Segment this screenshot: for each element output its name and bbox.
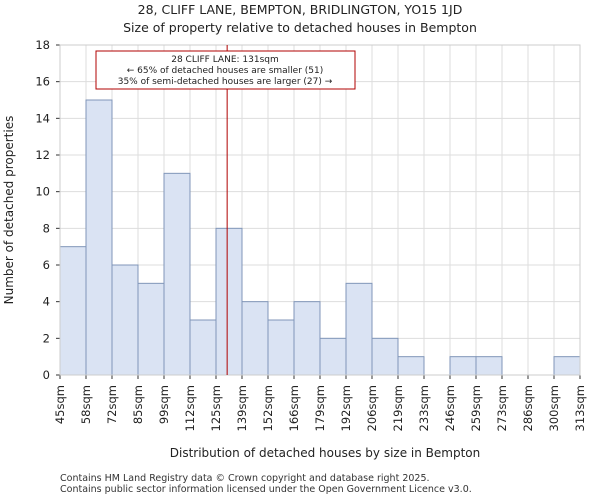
x-tick-label: 313sqm [573,385,587,431]
annotation-title: 28 CLIFF LANE: 131sqm [171,55,279,65]
x-tick-label: 273sqm [495,385,509,431]
y-tick-label: 4 [43,295,50,309]
x-tick-label: 219sqm [391,385,405,431]
footer-licence: Contains public sector information licen… [60,484,472,495]
plot-area-frame [59,44,581,376]
chart-subtitle: Size of property relative to detached ho… [123,20,477,35]
chart-title: 28, CLIFF LANE, BEMPTON, BRIDLINGTON, YO… [138,2,463,17]
x-tick-label: 206sqm [365,385,379,431]
x-tick-label: 58sqm [79,385,93,424]
annotation-box: 28 CLIFF LANE: 131sqm ← 65% of detached … [95,50,356,90]
annotation-larger: 35% of semi-detached houses are larger (… [118,77,333,87]
x-tick-label: 286sqm [521,385,535,431]
x-tick-label: 152sqm [261,385,275,431]
x-tick-label: 72sqm [105,385,119,424]
y-tick-label: 0 [43,368,50,382]
bar-72sqm [111,264,139,376]
footer-copyright: Contains HM Land Registry data © Crown c… [60,473,430,484]
bar-300sqm [553,356,581,376]
x-tick-label: 246sqm [443,385,457,431]
x-tick-label: 166sqm [287,385,301,431]
bar-139sqm [241,301,269,376]
y-tick-label: 12 [35,148,50,162]
bars [59,99,581,376]
bar-206sqm [371,337,399,376]
bar-85sqm [137,282,165,376]
y-tick-label: 18 [35,38,50,52]
y-tick-label: 16 [35,75,50,89]
annotation-smaller: ← 65% of detached houses are smaller (51… [127,66,324,76]
x-tick-label: 112sqm [183,385,197,431]
y-tick-label: 2 [43,331,50,345]
x-tick-label: 179sqm [313,385,327,431]
bar-152sqm [267,319,295,376]
y-tick-label: 6 [43,258,50,272]
y-tick-label: 8 [43,221,50,235]
x-tick-label: 233sqm [417,385,431,431]
bar-45sqm [59,246,87,376]
bar-58sqm [85,99,113,376]
bar-112sqm [189,319,217,376]
bar-192sqm [345,282,373,376]
y-tick-label: 10 [35,185,50,199]
x-tick-label: 139sqm [235,385,249,431]
y-axis-label: Number of detached properties [2,116,16,305]
x-tick-label: 45sqm [53,385,67,424]
bar-246sqm [449,356,477,376]
x-tick-label: 85sqm [131,385,145,424]
bar-166sqm [293,301,321,376]
bar-125sqm [215,227,243,376]
y-tick-label: 14 [35,111,50,125]
x-tick-label: 99sqm [157,385,171,424]
bar-99sqm [163,172,191,376]
x-tick-label: 125sqm [209,385,223,431]
x-axis-label: Distribution of detached houses by size … [170,446,480,460]
bar-219sqm [397,356,425,376]
x-tick-label: 300sqm [547,385,561,431]
x-tick-label: 192sqm [339,385,353,431]
bar-179sqm [319,337,347,376]
axis-ticks: 0 2 4 6 8 10 12 14 16 18 45sqm 58sqm 72sqm 85sqm 99sqm… [35,38,587,431]
x-tick-label: 259sqm [469,385,483,431]
bar-259sqm [475,356,503,376]
